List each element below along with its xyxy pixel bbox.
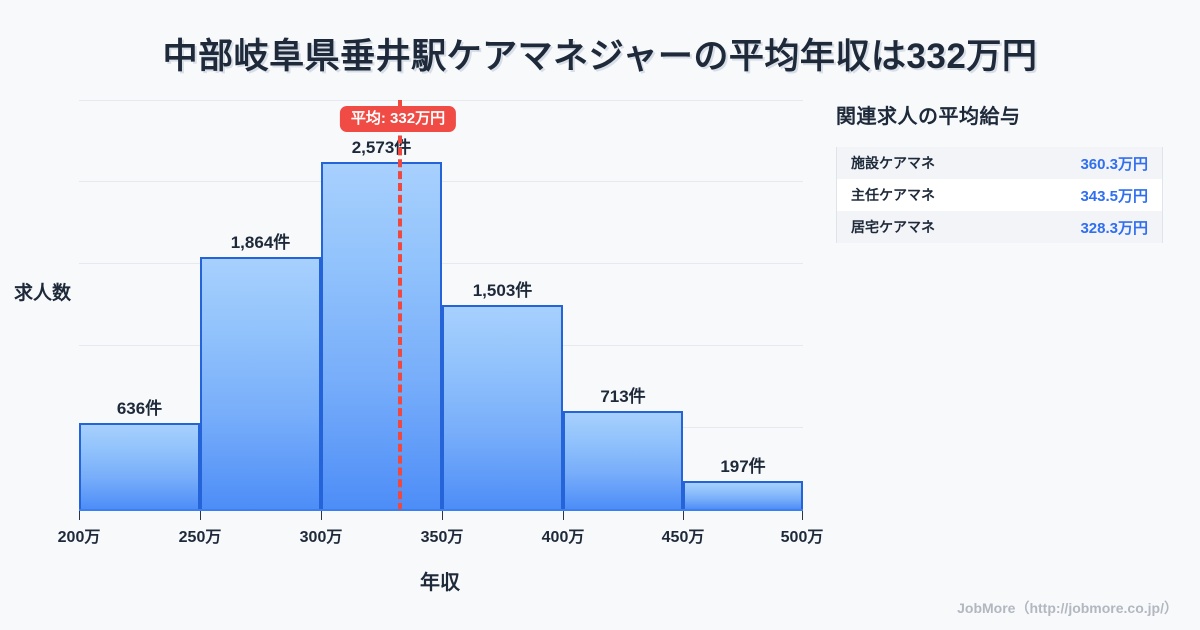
site-credit: JobMore（http://jobmore.co.jp/） — [957, 600, 1178, 616]
bar-value-label: 636件 — [116, 399, 163, 418]
x-tick-label-1: 250万 — [178, 529, 222, 546]
x-tick-mark — [802, 511, 803, 520]
average-line — [398, 100, 402, 511]
x-axis-title: 年収 — [420, 572, 460, 594]
x-tick-mark — [683, 511, 684, 520]
row-label: 施設ケアマネ — [851, 155, 935, 171]
bar-bin-5[interactable]: 197件 — [683, 457, 803, 511]
bar-value-label: 197件 — [720, 457, 766, 476]
x-tick-mark — [442, 511, 443, 520]
y-axis-title: 求人数 — [14, 283, 72, 304]
bar-series: 636件 1,864件 2,573件 1,503件 713件 197件 — [79, 100, 803, 511]
x-tick-label-3: 350万 — [420, 529, 464, 546]
row-value: 328.3万円 — [1080, 219, 1148, 237]
gridline — [79, 100, 803, 101]
x-axis-baseline — [79, 509, 803, 511]
table-row[interactable]: 主任ケアマネ 343.5万円 — [837, 179, 1162, 211]
page-title: 中部岐阜県垂井駅ケアマネジャーの平均年収は332万円 — [162, 37, 1038, 76]
row-label: 居宅ケアマネ — [851, 219, 935, 235]
row-value: 360.3万円 — [1080, 155, 1148, 173]
table-row[interactable]: 居宅ケアマネ 328.3万円 — [837, 211, 1162, 243]
x-tick-label-0: 200万 — [57, 529, 101, 546]
bar-bin-1[interactable]: 1,864件 — [200, 233, 321, 511]
related-salary-table: 施設ケアマネ 360.3万円 主任ケアマネ 343.5万円 居宅ケアマネ 328… — [836, 147, 1163, 243]
bar-bin-4[interactable]: 713件 — [563, 387, 683, 511]
row-value: 343.5万円 — [1080, 187, 1148, 205]
x-tick-label-4: 400万 — [541, 529, 585, 546]
row-label: 主任ケアマネ — [851, 187, 935, 203]
related-salary-heading: 関連求人の平均給与 — [836, 106, 1021, 128]
x-tick-label-2: 300万 — [299, 529, 343, 546]
bar-bin-2[interactable]: 2,573件 — [321, 138, 442, 511]
x-tick-mark — [563, 511, 564, 520]
bar-bin-3[interactable]: 1,503件 — [442, 281, 563, 511]
x-tick-label-6: 500万 — [780, 529, 824, 546]
histogram-chart: 求人数 636件 1,864件 2,573件 1,503件 713件 197件 — [14, 100, 824, 594]
x-tick-mark — [200, 511, 201, 520]
bar-value-label: 2,573件 — [351, 138, 412, 157]
x-tick-mark — [321, 511, 322, 520]
average-badge: 平均: 332万円 — [339, 106, 457, 132]
table-row[interactable]: 施設ケアマネ 360.3万円 — [837, 147, 1162, 179]
bar-value-label: 1,864件 — [230, 233, 291, 252]
x-tick-label-5: 450万 — [661, 529, 705, 546]
bar-bin-0[interactable]: 636件 — [79, 399, 200, 511]
bar-value-label: 713件 — [600, 387, 646, 406]
plot-area: 636件 1,864件 2,573件 1,503件 713件 197件 — [79, 100, 803, 511]
x-tick-mark — [79, 511, 80, 520]
related-salary-panel: 関連求人の平均給与 施設ケアマネ 360.3万円 主任ケアマネ 343.5万円 … — [836, 100, 1176, 243]
bar-value-label: 1,503件 — [472, 281, 533, 300]
